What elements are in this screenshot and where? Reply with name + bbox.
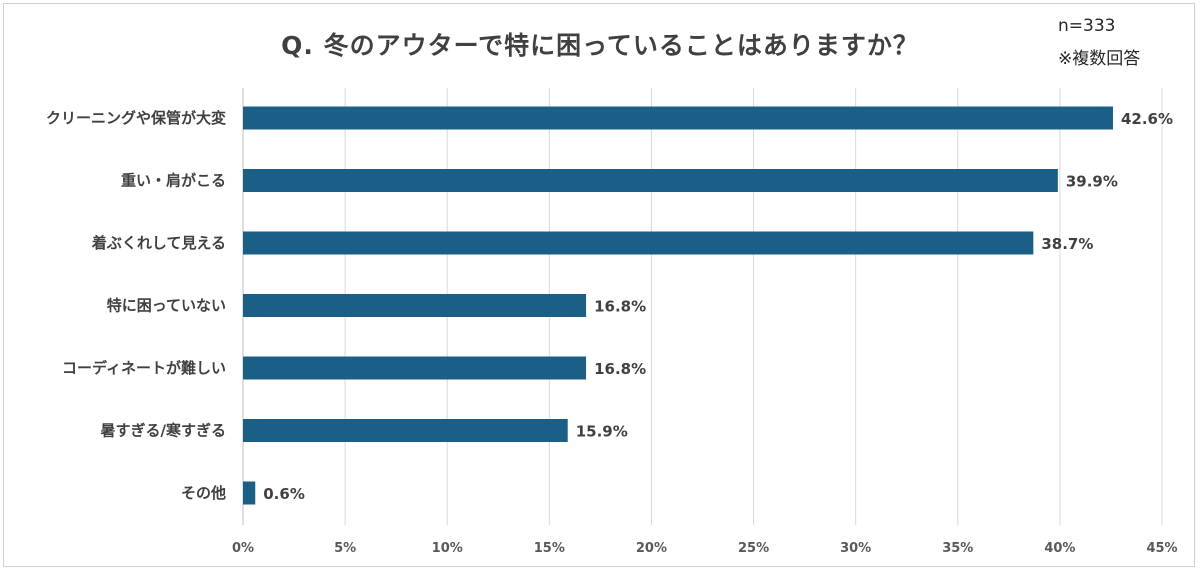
value-label: 0.6% — [263, 485, 305, 503]
chart-frame — [3, 3, 1195, 567]
bar — [243, 419, 568, 442]
chart-title: Q. 冬のアウターで特に困っていることはありますか？ — [281, 31, 919, 60]
bar — [243, 481, 256, 505]
bar — [243, 356, 587, 380]
x-tick-label: 5% — [334, 541, 356, 556]
bar — [243, 231, 1034, 255]
x-tick-label: 15% — [534, 541, 565, 556]
category-label: 重い・肩がこる — [121, 172, 226, 190]
value-label: 16.8% — [594, 360, 646, 378]
value-label: 39.9% — [1066, 173, 1118, 191]
x-tick-label: 10% — [432, 541, 463, 556]
bar — [243, 169, 1058, 192]
category-label: 暑すぎる/寒すぎる — [101, 422, 226, 440]
category-label: コーディネートが難しい — [62, 359, 226, 377]
value-label: 15.9% — [576, 423, 628, 441]
x-tick-label: 0% — [232, 541, 254, 556]
x-tick-label: 20% — [636, 541, 667, 556]
bar — [243, 294, 587, 317]
category-label: 着ぶくれして見える — [91, 234, 226, 252]
category-label: その他 — [181, 484, 226, 502]
x-tick-label: 40% — [1044, 541, 1075, 556]
bar — [243, 106, 1113, 130]
value-label: 38.7% — [1041, 235, 1093, 253]
x-tick-label: 35% — [942, 541, 973, 556]
value-label: 42.6% — [1121, 110, 1173, 128]
category-label: クリーニングや保管が大変 — [46, 109, 226, 127]
x-tick-label: 25% — [738, 541, 769, 556]
x-tick-label: 45% — [1146, 541, 1177, 556]
multiple-answer-note: ※複数回答 — [1058, 49, 1141, 69]
x-tick-label: 30% — [840, 541, 871, 556]
value-label: 16.8% — [594, 298, 646, 316]
category-label: 特に困っていない — [107, 297, 226, 315]
sample-size-note: n=333 — [1058, 16, 1116, 36]
